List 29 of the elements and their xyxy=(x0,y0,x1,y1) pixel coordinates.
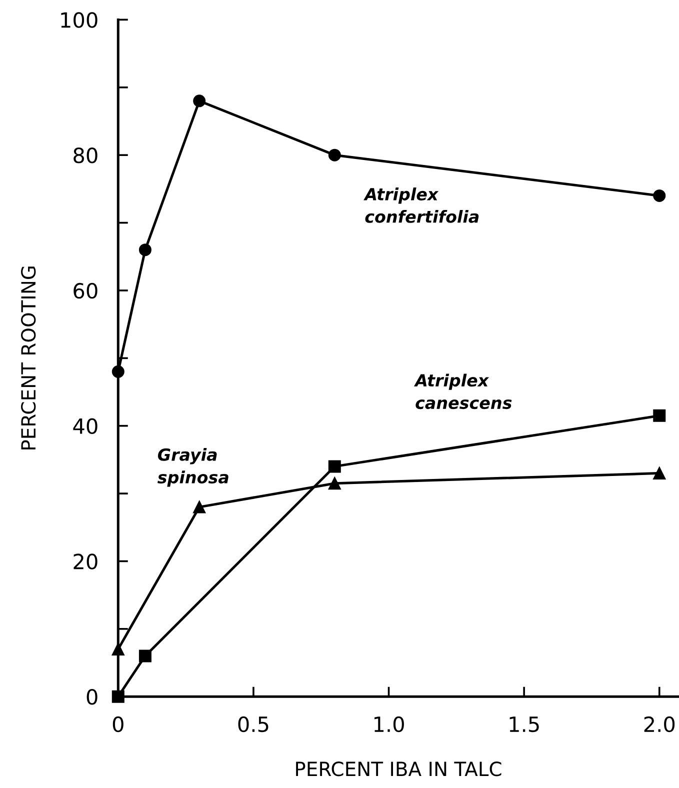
point xyxy=(112,690,124,703)
y-tick-label: 20 xyxy=(74,554,98,570)
point xyxy=(653,409,666,422)
point xyxy=(653,466,666,480)
series-label: Atriplex canescens xyxy=(414,374,512,410)
x-tick-label: 1.5 xyxy=(510,716,539,732)
y-axis-title: PERCENT ROOTING xyxy=(21,266,36,450)
x-tick-label: 0.5 xyxy=(238,716,268,732)
x-axis-title: PERCENT IBA IN TALC xyxy=(296,762,502,776)
point xyxy=(328,477,341,490)
y-tick-label: 80 xyxy=(74,148,98,164)
x-tick-label: 1.0 xyxy=(374,716,404,732)
y-tick-label: 100 xyxy=(61,12,98,28)
series-label: Grayia spinosa xyxy=(158,448,228,487)
x-tick-label: 2.0 xyxy=(644,716,675,732)
point xyxy=(653,189,666,202)
point xyxy=(112,365,124,378)
point xyxy=(328,460,341,473)
y-tick-label: 0 xyxy=(86,689,98,705)
x-tick-label: 0 xyxy=(112,716,124,732)
point xyxy=(138,244,152,256)
series-label: Atriplex confertifolia xyxy=(364,188,479,223)
y-tick-label: 60 xyxy=(74,282,98,299)
point xyxy=(112,642,124,656)
point xyxy=(193,94,206,108)
point xyxy=(328,148,341,162)
point xyxy=(138,650,152,662)
y-tick-label: 40 xyxy=(73,418,98,434)
point xyxy=(193,500,206,514)
